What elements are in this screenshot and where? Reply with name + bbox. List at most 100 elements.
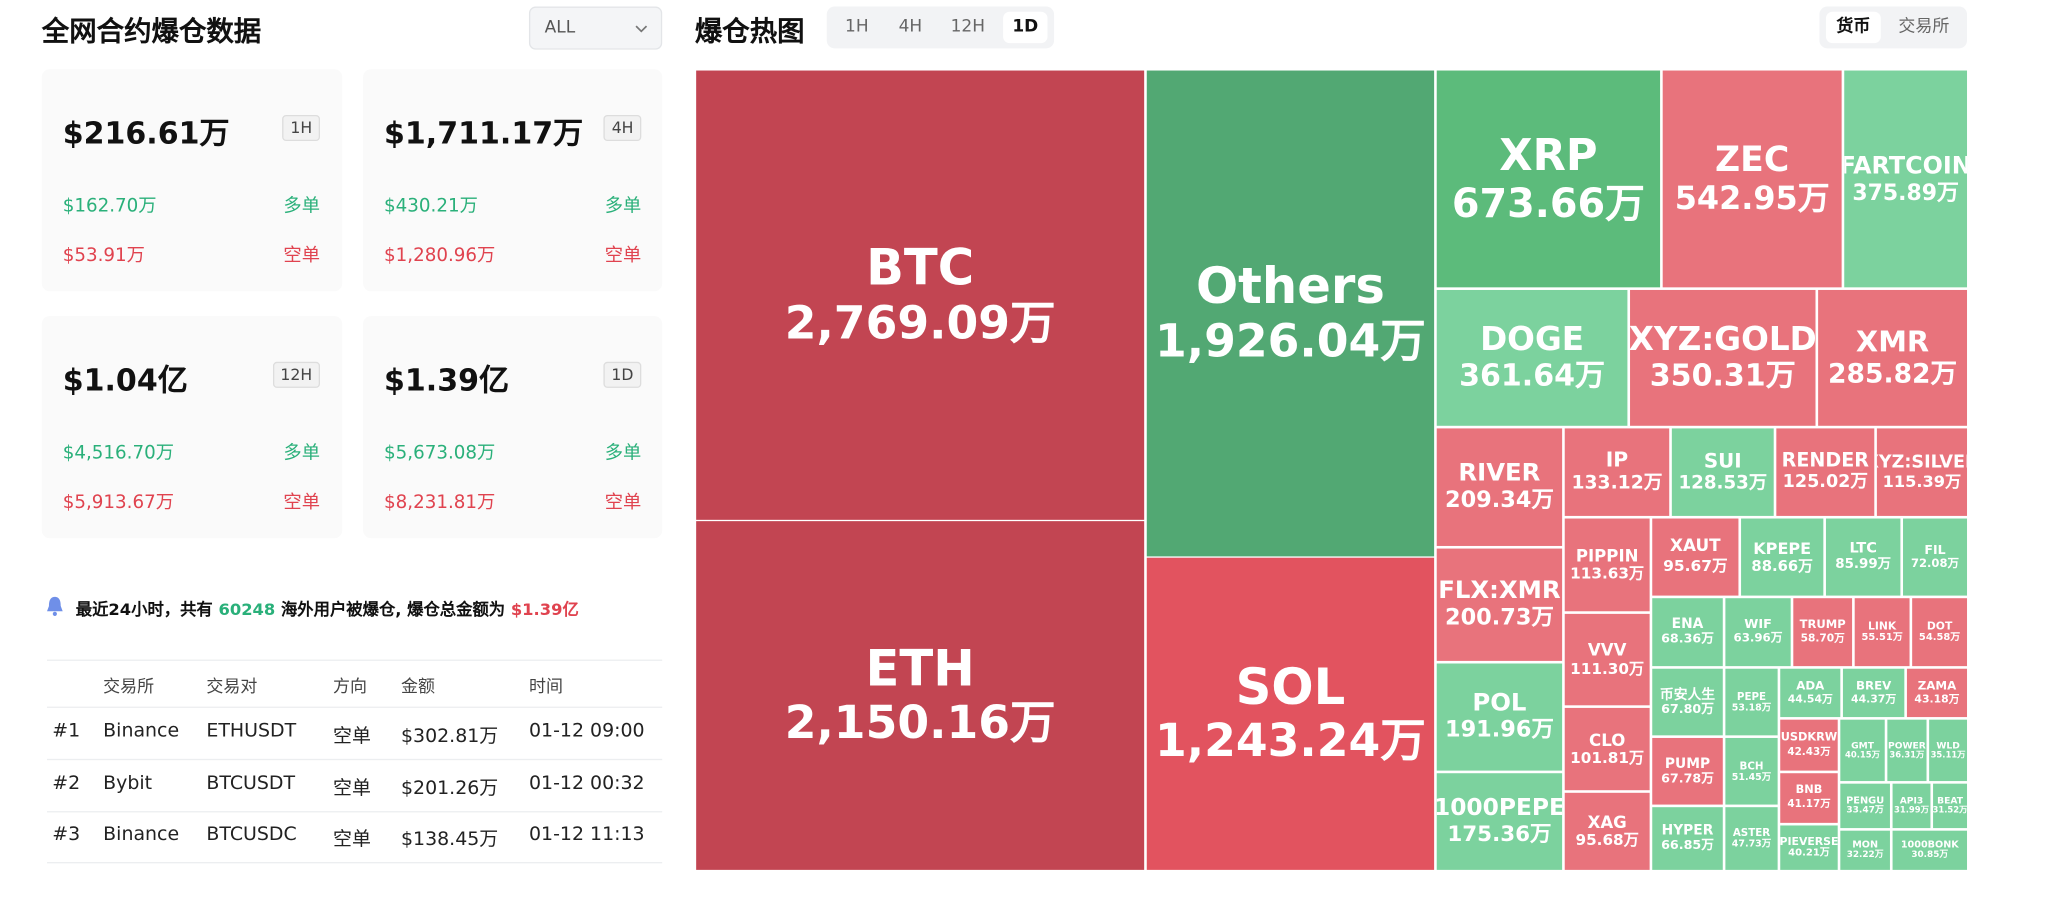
heatmap-cell[interactable]: BCH 51.45万 [1725,737,1778,805]
heatmap-cell[interactable]: PIEVERSE 40.21万 [1780,825,1838,870]
table-header: 交易对 [206,677,258,698]
cell-value: 41.17万 [1787,798,1831,811]
cell-label: PIPPIN [1575,545,1639,565]
cell-label: BEAT [1937,795,1963,807]
heatmap-cell[interactable]: RENDER 125.02万 [1776,428,1875,516]
heatmap-cell[interactable]: ETH 2,150.16万 [696,521,1145,870]
heatmap-cell[interactable]: RIVER 209.34万 [1436,428,1563,546]
period-tab[interactable]: 4H [898,16,923,37]
heatmap-cell[interactable]: PIPPIN 113.63万 [1564,518,1650,612]
cell-label: USDKRW [1780,731,1838,745]
heatmap-cell[interactable]: BTC 2,769.09万 [696,70,1145,520]
heatmap-cell[interactable]: PUMP 67.78万 [1652,737,1723,805]
period-tab[interactable]: 1H [845,16,869,37]
row-divider [47,706,663,708]
heatmap-cell[interactable]: ASTER 47.73万 [1725,807,1778,870]
table-cell: ETHUSDT [206,720,297,742]
long-label: 多单 [604,195,642,217]
heatmap-cell[interactable]: WLD 35.11万 [1929,719,1968,782]
heatmap-cell[interactable]: ENA 68.36万 [1652,598,1723,667]
filter-dropdown[interactable]: ALL [528,6,663,50]
heatmap-cell[interactable]: LINK 55.51万 [1854,598,1910,667]
heatmap-cell[interactable]: Others 1,926.04万 [1146,70,1435,557]
card [363,316,663,539]
heatmap-cell[interactable]: 币安人生 67.80万 [1652,668,1723,736]
table-cell: 空单 [333,777,371,799]
heatmap-cell[interactable]: IP 133.12万 [1564,428,1670,516]
cell-label: Others [1195,257,1385,315]
cell-label: RIVER [1458,460,1541,488]
heatmap-cell[interactable]: SUI 128.53万 [1671,428,1774,516]
table-cell: BTCUSDC [206,824,297,846]
heatmap-cell[interactable]: KPEPE 88.66万 [1741,518,1824,596]
heatmap-cell[interactable]: DOT 54.58万 [1912,598,1968,667]
heatmap-cell[interactable]: XMR 285.82万 [1818,289,1968,426]
heatmap-cell[interactable]: SOL 1,243.24万 [1146,557,1435,870]
heatmap-cell[interactable]: TRUMP 58.70万 [1793,598,1853,667]
heatmap-cell[interactable]: POL 191.96万 [1436,663,1563,771]
cell-value: 42.43万 [1787,745,1831,758]
heatmap-cell[interactable]: XYZ:SILVER115.39万 [1876,428,1968,516]
view-tab[interactable]: 货币 [1825,11,1881,44]
heatmap-cell[interactable]: ZEC 542.95万 [1662,70,1842,288]
heatmap-cell[interactable]: XAUT 95.67万 [1652,518,1739,596]
heatmap-cell[interactable]: DOGE 361.64万 [1436,289,1628,426]
cell-value: 85.99万 [1835,556,1892,573]
view-tab[interactable]: 交易所 [1898,16,1950,37]
table-cell: 空单 [333,829,371,851]
heatmap-cell[interactable]: PENGU 33.47万 [1840,783,1890,829]
heatmap-cell[interactable]: CLO 101.81万 [1564,707,1650,791]
heatmap-cell[interactable]: FARTCOIN 375.89万 [1844,70,1968,288]
cell-label: PENGU [1846,793,1885,806]
card-amount: $1,711.17万 [383,117,584,152]
cell-label: IP [1605,448,1629,472]
heatmap-cell[interactable]: 1000BONK 30.85万 [1892,830,1968,870]
cell-label: SOL [1235,657,1346,716]
cell-label: BNB [1795,784,1823,798]
heatmap-cell[interactable]: PEPE 53.18万 [1725,668,1778,736]
heatmap-cell[interactable]: BNB 41.17万 [1780,773,1838,823]
table-cell: Bybit [103,772,153,794]
heatmap-cell[interactable]: FIL 72.08万 [1903,518,1968,596]
row-divider [47,758,663,761]
heatmap-cell[interactable]: XYZ:GOLD 350.31万 [1630,289,1816,426]
heatmap-cell[interactable]: LTC 85.99万 [1825,518,1901,596]
short-label: 空单 [283,245,320,267]
heatmap-cell[interactable]: API3 31.99万 [1892,783,1931,829]
cell-value: 47.73万 [1731,837,1772,850]
cell-value: 209.34万 [1444,486,1554,514]
cell-value: 113.63万 [1570,564,1645,583]
cell-label: HYPER [1661,823,1714,839]
cell-label: PEPE [1736,690,1767,703]
cell-label: PUMP [1664,756,1711,772]
heatmap-cell[interactable]: VVV 111.30万 [1564,613,1650,706]
cell-value: 361.64万 [1459,359,1606,394]
row-divider [47,862,663,864]
cell-value: 44.54万 [1787,692,1833,706]
heatmap-cell[interactable]: FLX:XMR 200.73万 [1436,548,1563,661]
heatmap-cell[interactable]: ADA 44.54万 [1780,668,1841,718]
heatmap-cell[interactable]: HYPER 66.85万 [1652,807,1723,870]
heatmap-cell[interactable]: WIF 63.96万 [1725,598,1791,667]
heatmap-cell[interactable]: GMT 40.15万 [1840,719,1885,782]
period-tab[interactable]: 12H [950,16,986,37]
cell-label: ADA [1796,679,1825,693]
heatmap-cell[interactable]: XAG 95.68万 [1564,792,1650,870]
cell-label: RENDER [1781,449,1869,472]
heatmap-cell[interactable]: BREV 44.37万 [1842,668,1905,718]
cell-label: 1000BONK [1900,838,1959,851]
heatmap-cell[interactable]: BEAT 31.52万 [1933,783,1968,829]
heatmap-cell[interactable]: POWER 36.31万 [1887,719,1927,782]
heatmap-cell[interactable]: 1000PEPE 175.36万 [1436,773,1563,870]
cell-value: 31.52万 [1933,804,1968,816]
heatmap-cell[interactable]: USDKRW 42.43万 [1780,719,1838,771]
cell-label: FIL [1924,543,1946,558]
heatmap-cell[interactable]: XRP 673.66万 [1436,70,1661,288]
period-tab[interactable]: 1D [1003,11,1048,44]
heatmap-cell[interactable]: ZAMA 43.18万 [1906,668,1968,718]
cell-label: LTC [1849,539,1877,557]
long-value: $5,673.08万 [383,442,496,464]
heatmap-cell[interactable]: MON 32.22万 [1840,830,1890,870]
cell-label: GMT [1851,740,1874,751]
